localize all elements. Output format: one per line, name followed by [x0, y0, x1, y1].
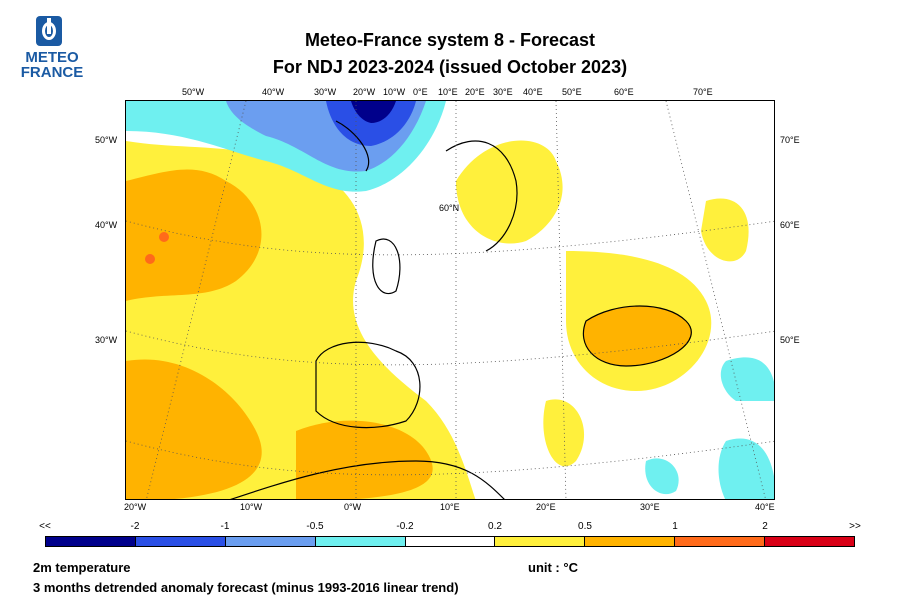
coastline: [372, 238, 401, 295]
latitude-label-60n: 60°N: [439, 203, 459, 213]
bottom-lon-label: 40°E: [755, 502, 775, 512]
colorbar-label: 1: [672, 521, 678, 532]
variable-label: 2m temperature: [33, 560, 131, 575]
coastline: [315, 341, 421, 429]
graticule: [146, 101, 247, 499]
top-lon-label: 40°W: [262, 87, 285, 97]
top-lon-label: 30°E: [493, 87, 513, 97]
top-lon-label: 20°W: [353, 87, 376, 97]
graticule: [126, 220, 774, 256]
cold-anomaly-region: [718, 438, 774, 499]
logo-icon: [36, 16, 62, 46]
colorbar-label: -1: [220, 521, 230, 532]
bottom-lon-label: 10°W: [240, 502, 263, 512]
top-lon-label: 30°W: [314, 87, 337, 97]
colorbar-swatch: [315, 537, 406, 546]
strong-warm-spot: [145, 254, 155, 264]
bottom-lon-label: 20°E: [536, 502, 556, 512]
cold-anomaly-region: [645, 458, 679, 495]
strong-cold-region: [326, 101, 416, 146]
top-lon-label: 50°W: [182, 87, 205, 97]
colorbar-label: 0.5: [578, 521, 592, 532]
colorbar-label: 0.2: [488, 521, 502, 532]
graticule: [665, 101, 766, 499]
colorbar-swatch: [495, 537, 586, 546]
colorbar-label: <<: [39, 521, 51, 532]
moderate-warm-region: [126, 169, 262, 301]
description-label: 3 months detrended anomaly forecast (min…: [33, 580, 459, 595]
coastline: [335, 120, 370, 172]
moderate-warm-region: [126, 359, 262, 499]
moderate-warm-region: [296, 420, 433, 499]
graticule: [126, 440, 774, 476]
top-lon-label: 10°W: [383, 87, 406, 97]
warm-anomaly-region: [701, 198, 749, 262]
colorbar-swatch: [765, 537, 855, 546]
bottom-lon-label: 0°W: [344, 502, 362, 512]
top-lon-label: 20°E: [465, 87, 485, 97]
moderate-warm-region: [583, 306, 692, 366]
colorbar-swatch: [405, 537, 496, 546]
warm-anomaly-region: [456, 140, 563, 244]
colorbar-swatch: [585, 537, 676, 546]
colorbar-label: 2: [762, 521, 768, 532]
unit-label: unit : °C: [528, 560, 578, 575]
graticule: [555, 101, 567, 499]
coastline: [230, 460, 505, 499]
forecast-map: 60°N: [125, 100, 775, 500]
anomaly-field: 60°N: [126, 101, 774, 499]
colorbar-swatch: [675, 537, 766, 546]
left-label: 30°W: [95, 335, 118, 345]
left-label: 50°W: [95, 135, 118, 145]
right-label: 50°E: [780, 335, 800, 345]
warm-anomaly-region: [543, 399, 585, 467]
coastline: [445, 140, 518, 252]
strong-cold-region: [351, 101, 396, 123]
top-lon-label: 10°E: [438, 87, 458, 97]
meteo-france-logo: METEO FRANCE: [14, 14, 86, 84]
left-label: 40°W: [95, 220, 118, 230]
colorbar-label: -0.5: [306, 521, 324, 532]
colorbar-swatch: [135, 537, 226, 546]
colorbar-swatch: [225, 537, 316, 546]
colorbar-swatch: [46, 537, 136, 546]
colorbar: [45, 536, 855, 547]
top-lon-label: 50°E: [562, 87, 582, 97]
cold-anomaly-region: [720, 357, 774, 401]
bottom-lon-label: 10°E: [440, 502, 460, 512]
coastline: [582, 305, 692, 367]
title-line-2: For NDJ 2023-2024 (issued October 2023): [272, 57, 628, 77]
colorbar-label: -2: [130, 521, 140, 532]
bottom-lon-label: 30°E: [640, 502, 660, 512]
top-lon-label: 40°E: [523, 87, 543, 97]
title-line-1: Meteo-France system 8 - Forecast: [304, 30, 596, 50]
logo-text: METEO FRANCE: [20, 49, 84, 81]
right-label: 70°E: [780, 135, 800, 145]
top-lon-label: 60°E: [614, 87, 634, 97]
colorbar-label: >>: [849, 521, 861, 532]
right-label: 60°E: [780, 220, 800, 230]
strong-warm-spot: [159, 232, 169, 242]
bottom-lon-label: 20°W: [124, 502, 147, 512]
colorbar-label: -0.2: [396, 521, 414, 532]
top-lon-label: 0°E: [413, 87, 428, 97]
top-lon-label: 70°E: [693, 87, 713, 97]
graticule: [126, 330, 774, 366]
